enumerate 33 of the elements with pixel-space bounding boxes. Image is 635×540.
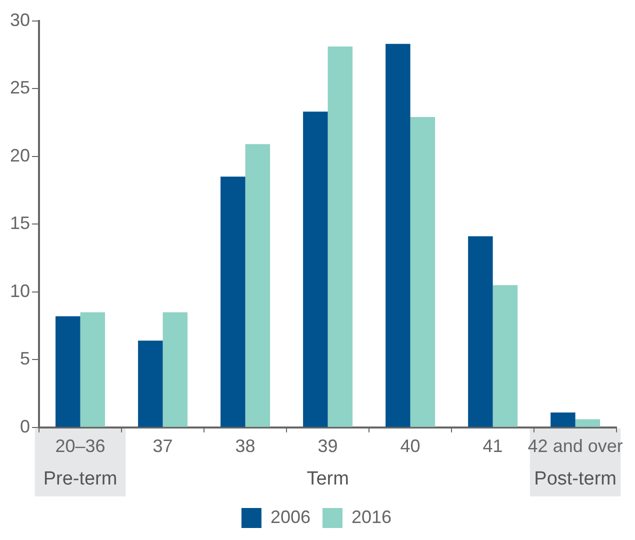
legend-label: 2016 bbox=[352, 506, 392, 527]
bar bbox=[80, 312, 106, 427]
bar bbox=[410, 117, 436, 427]
bar bbox=[468, 236, 493, 427]
text: Pre-term bbox=[43, 468, 118, 490]
bar bbox=[386, 44, 410, 427]
x-tick-label: 20–36 bbox=[55, 436, 106, 456]
bar bbox=[550, 412, 576, 427]
bar bbox=[303, 112, 328, 427]
y-tick-label: 20 bbox=[10, 145, 30, 166]
legend-label: 2006 bbox=[270, 506, 311, 527]
x-tick-label: 40 bbox=[400, 436, 420, 456]
bar bbox=[162, 312, 188, 427]
y-tick-label: 5 bbox=[20, 348, 30, 369]
y-tick-label: 0 bbox=[20, 416, 30, 436]
text: Post-term bbox=[534, 468, 616, 490]
x-tick-label: 37 bbox=[152, 436, 173, 456]
y-tick-label: 25 bbox=[10, 78, 30, 98]
y-tick-label: 15 bbox=[10, 213, 30, 234]
x-tick-label: 42 and over bbox=[528, 436, 623, 456]
x-tick-label: 41 bbox=[482, 436, 503, 456]
x-tick-label: 38 bbox=[235, 436, 256, 456]
bar bbox=[138, 340, 163, 427]
bar bbox=[245, 144, 270, 427]
bar bbox=[220, 176, 246, 427]
y-tick-label: 30 bbox=[10, 10, 30, 30]
x-tick-label: 39 bbox=[318, 436, 338, 456]
bar bbox=[492, 285, 518, 427]
y-tick-label: 10 bbox=[10, 280, 30, 301]
bar bbox=[56, 316, 80, 427]
bar bbox=[328, 46, 353, 427]
bar bbox=[575, 419, 600, 427]
text: Term bbox=[306, 468, 349, 490]
